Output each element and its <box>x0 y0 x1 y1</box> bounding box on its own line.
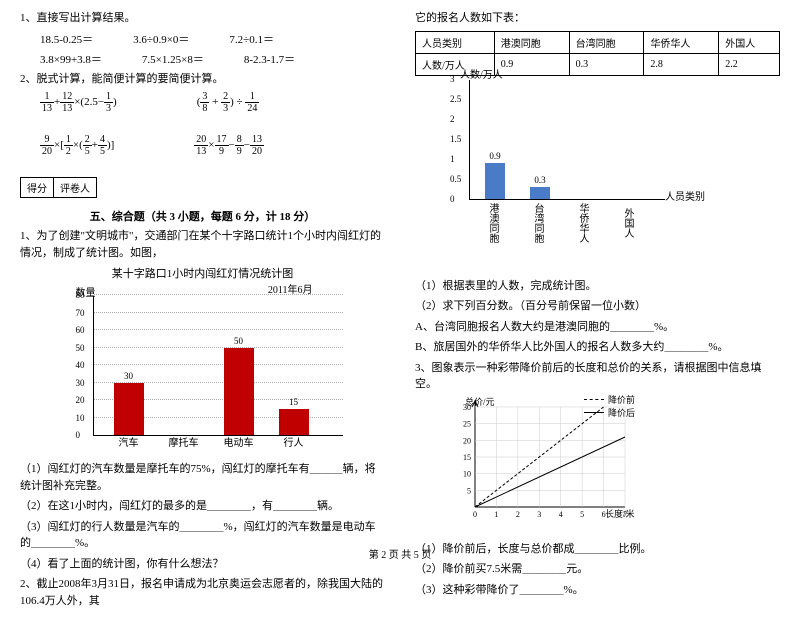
q5-3: 3、图象表示一种彩带降价前后的长度和总价的关系，请根据图中信息填空。 <box>415 360 780 393</box>
svg-text:2: 2 <box>516 510 520 519</box>
eq: 7.5×1.25×8＝ <box>142 51 204 67</box>
q2-intro: 2、脱式计算，能简便计算的要简便计算。 <box>20 71 385 88</box>
frac-expr: 2013×179−89−1320 <box>194 134 264 157</box>
chart3-legend: 降价前 降价后 <box>584 393 635 419</box>
frac-expr: 920×[12×(25+45)] <box>40 134 114 157</box>
svg-text:3: 3 <box>537 510 541 519</box>
q5-2-cont: 它的报名人数如下表： <box>415 10 780 27</box>
q5-3-sub3: （3）这种彩带降价了＿＿＿＿%。 <box>415 582 780 599</box>
right-column: 它的报名人数如下表： 人员类别港澳同胞台湾同胞华侨华人外国人 人数/万人0.90… <box>415 10 780 613</box>
svg-text:20: 20 <box>463 436 471 445</box>
svg-text:5: 5 <box>580 510 584 519</box>
chart2-xlabel: 人员类别 <box>665 188 705 203</box>
q2-row2: 920×[12×(25+45)] 2013×179−89−1320 <box>40 134 385 157</box>
q5-1: 1、为了创建"文明城市"，交通部门在某个十字路口统计1个小时内闯红灯的情况，制成… <box>20 228 385 261</box>
svg-text:10: 10 <box>463 469 471 478</box>
grader-label: 评卷人 <box>54 178 96 197</box>
q5-2-sub2: （2）求下列百分数。（百分号前保留一位小数） <box>415 298 780 315</box>
q5-2-sub1: （1）根据表里的人数，完成统计图。 <box>415 278 780 295</box>
svg-text:15: 15 <box>463 453 471 462</box>
page-footer: 第 2 页 共 5 页 <box>0 546 800 561</box>
score-box: 得分 评卷人 <box>20 177 97 198</box>
svg-text:长度/米: 长度/米 <box>605 508 635 519</box>
q5-1-sub2: （2）在这1小时内，闯红灯的最多的是＿＿＿＿，有＿＿＿＿辆。 <box>20 498 385 515</box>
q1-row1: 18.5-0.25＝ 3.6÷0.9×0＝ 7.2÷0.1＝ <box>40 31 385 47</box>
q5-3-sub2: （2）降价前买7.5米需＿＿＿＿元。 <box>415 561 780 578</box>
q1-row2: 3.8×99+3.8＝ 7.5×1.25×8＝ 8-2.3-1.7＝ <box>40 51 385 67</box>
section5-title: 五、综合题（共 3 小题，每题 6 分，计 18 分） <box>20 208 385 224</box>
svg-text:5: 5 <box>467 486 471 495</box>
left-column: 1、直接写出计算结果。 18.5-0.25＝ 3.6÷0.9×0＝ 7.2÷0.… <box>20 10 385 613</box>
chart1-title: 某十字路口1小时内闯红灯情况统计图 <box>63 265 343 281</box>
legend-after: 降价后 <box>608 406 635 419</box>
chart3: 降价前 降价后 0123456751015202530总价/元长度/米 <box>445 397 645 537</box>
chart2: 人数/万人 人员类别 00.511.522.53 0.90.3 港澳同胞台湾同胞… <box>445 80 665 230</box>
q5-2-sub3: A、台湾同胞报名人数大约是港澳同胞的＿＿＿＿%。 <box>415 319 780 336</box>
score-label: 得分 <box>21 178 54 197</box>
q2-row1: 113+1213×(2.5−13) (38 + 23) ÷ 124 <box>40 91 385 114</box>
q1-intro: 1、直接写出计算结果。 <box>20 10 385 27</box>
chart1: 某十字路口1小时内闯红灯情况统计图 2011年6月 数量 01020304050… <box>63 265 343 445</box>
eq: 7.2÷0.1＝ <box>229 31 274 47</box>
chart2-area: 人数/万人 人员类别 00.511.522.53 0.90.3 港澳同胞台湾同胞… <box>469 80 665 200</box>
chart1-area: 数量 01020304050607080 305015 汽车摩托车电动车行人 <box>93 296 343 436</box>
eq: 3.8×99+3.8＝ <box>40 51 102 67</box>
q5-2: 2、截止2008年3月31日，报名申请成为北京奥运会志愿者的，除我国大陆的106… <box>20 576 385 609</box>
chart2-ylabel: 人数/万人 <box>460 66 503 81</box>
svg-text:0: 0 <box>473 510 477 519</box>
eq: 8-2.3-1.7＝ <box>244 51 295 67</box>
frac-expr: (38 + 23) ÷ 124 <box>197 91 260 114</box>
svg-text:4: 4 <box>559 510 563 519</box>
legend-before: 降价前 <box>608 393 635 406</box>
q5-2-sub4: B、旅居国外的华侨华人比外国人的报名人数多大约＿＿＿＿%。 <box>415 339 780 356</box>
svg-text:总价/元: 总价/元 <box>465 397 495 407</box>
q5-1-sub1: （1）闯红灯的汽车数量是摩托车的75%，闯红灯的摩托车有＿＿＿辆，将统计图补充完… <box>20 461 385 494</box>
frac-expr: 113+1213×(2.5−13) <box>40 91 117 114</box>
svg-text:25: 25 <box>463 419 471 428</box>
svg-text:1: 1 <box>494 510 498 519</box>
eq: 18.5-0.25＝ <box>40 31 93 47</box>
eq: 3.6÷0.9×0＝ <box>133 31 189 47</box>
